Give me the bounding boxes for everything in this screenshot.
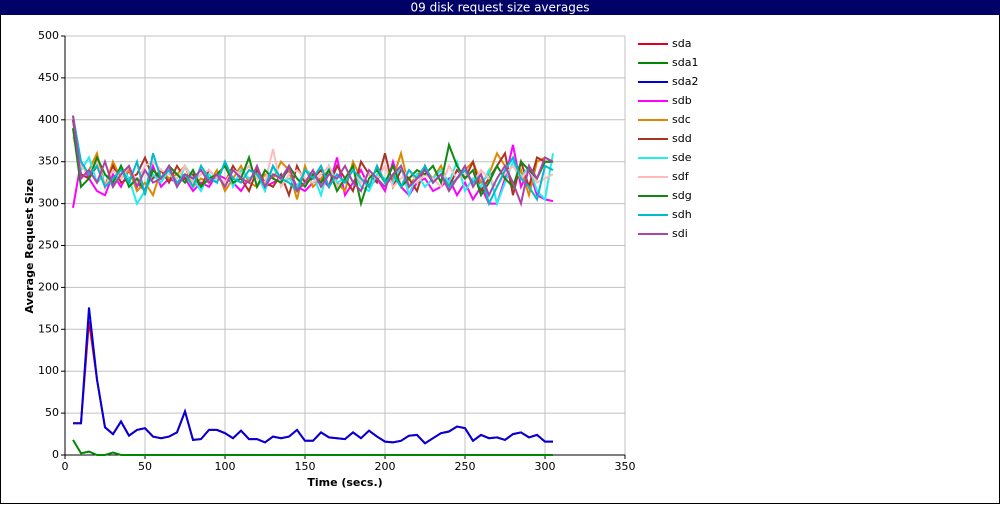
y-tick-label: 250 (38, 239, 59, 252)
legend-label: sdc (672, 113, 691, 126)
y-tick-label: 300 (38, 197, 59, 210)
x-tick-label: 200 (375, 460, 396, 473)
legend-label: sdh (672, 208, 692, 221)
legend-label: sdb (672, 94, 692, 107)
x-tick-label: 350 (615, 460, 636, 473)
y-tick-label: 450 (38, 71, 59, 84)
y-tick-label: 100 (38, 364, 59, 377)
legend-label: sda2 (672, 75, 698, 88)
series-line (73, 307, 553, 445)
y-tick-label: 500 (38, 29, 59, 42)
y-tick-label: 50 (45, 406, 59, 419)
y-tick-label: 0 (52, 448, 59, 461)
legend-label: sde (672, 151, 692, 164)
series-line (72, 115, 554, 208)
legend-label: sdi (672, 227, 688, 240)
x-tick-label: 50 (138, 460, 152, 473)
title-bar (0, 0, 1000, 15)
y-tick-label: 150 (38, 322, 59, 335)
y-tick-label: 200 (38, 280, 59, 293)
legend-label: sda (672, 37, 691, 50)
series-line (72, 115, 554, 207)
y-tick-label: 400 (38, 113, 59, 126)
x-tick-label: 100 (215, 460, 236, 473)
legend-label: sda1 (672, 56, 698, 69)
y-axis-label: Average Request Size (23, 178, 36, 313)
legend-label: sdf (672, 170, 690, 183)
series-line (72, 439, 553, 456)
legend-label: sdg (672, 189, 692, 202)
y-tick-label: 350 (38, 155, 59, 168)
x-axis-label: Time (secs.) (307, 476, 382, 489)
chart-title: 09 disk request size averages (411, 1, 590, 15)
series-line (72, 128, 553, 208)
x-tick-label: 0 (62, 460, 69, 473)
legend-label: sdd (672, 132, 692, 145)
x-tick-label: 250 (455, 460, 476, 473)
x-tick-label: 300 (535, 460, 556, 473)
x-tick-label: 150 (295, 460, 316, 473)
